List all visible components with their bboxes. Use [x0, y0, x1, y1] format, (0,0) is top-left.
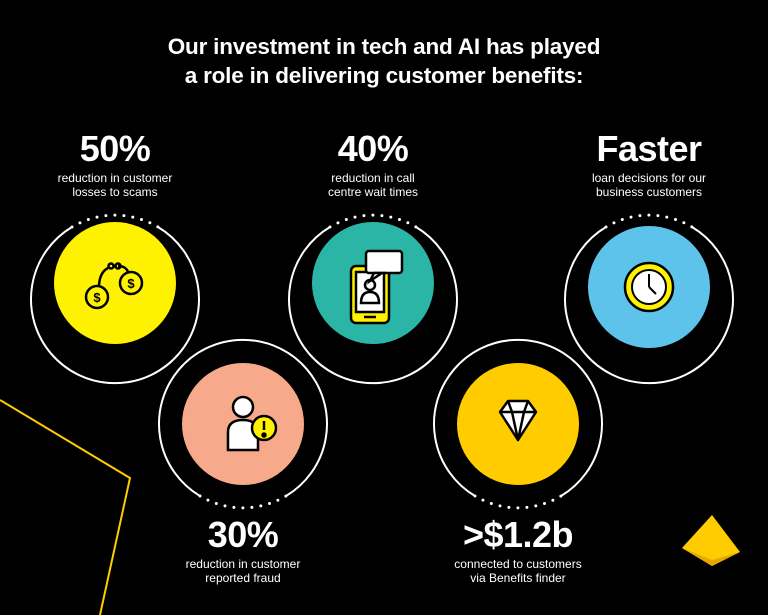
headline-line-2: a role in delivering customer benefits: [184, 63, 584, 88]
stat-caption-line-2: centre wait times [327, 185, 419, 199]
diamond-icon [498, 399, 538, 442]
clock-icon [623, 261, 675, 313]
stat-value: >$1.2b [462, 514, 574, 555]
call-centre-circle [288, 213, 458, 385]
loan-decisions-circle [564, 213, 734, 385]
scams-circle: $ $ [30, 213, 200, 385]
stat-value: 50% [79, 128, 151, 169]
stat-caption-line-1: reduction in customer [57, 171, 173, 185]
commbank-diamond-logo [682, 515, 740, 566]
yellow-frame-line [0, 399, 132, 615]
svg-text:$: $ [93, 290, 101, 305]
headline: Our investment in tech and AI has played… [0, 32, 768, 90]
stat-value: 30% [207, 514, 279, 555]
stat-caption-line-1: connected to customers [454, 557, 582, 571]
stat-scams: 50% reduction in customer losses to scam… [30, 128, 200, 200]
headline-line-1: Our investment in tech and AI has played [167, 34, 601, 59]
stat-value: Faster [596, 128, 702, 169]
person-alert-icon [226, 395, 278, 452]
phone-chat-icon [349, 249, 404, 325]
svg-text:$: $ [127, 276, 135, 291]
stat-caption-line-2: losses to scams [72, 185, 158, 199]
stat-caption-line-1: reduction in call [331, 171, 415, 185]
stat-benefits: >$1.2b connected to customers via Benefi… [433, 514, 603, 586]
stat-call-centre: 40% reduction in call centre wait times [288, 128, 458, 200]
stat-caption-line-2: via Benefits finder [470, 571, 566, 585]
benefits-circle [433, 338, 603, 510]
handcuffs-money-icon: $ $ [84, 262, 144, 310]
stat-fraud: 30% reduction in customer reported fraud [158, 514, 328, 586]
stat-caption-line-2: business customers [595, 185, 703, 199]
stat-caption-line-1: loan decisions for our [591, 171, 707, 185]
stat-loan-decisions: Faster loan decisions for our business c… [564, 128, 734, 200]
fraud-circle [158, 338, 328, 510]
stat-caption-line-2: reported fraud [205, 571, 281, 585]
stat-caption-line-1: reduction in customer [185, 557, 301, 571]
stat-value: 40% [337, 128, 409, 169]
